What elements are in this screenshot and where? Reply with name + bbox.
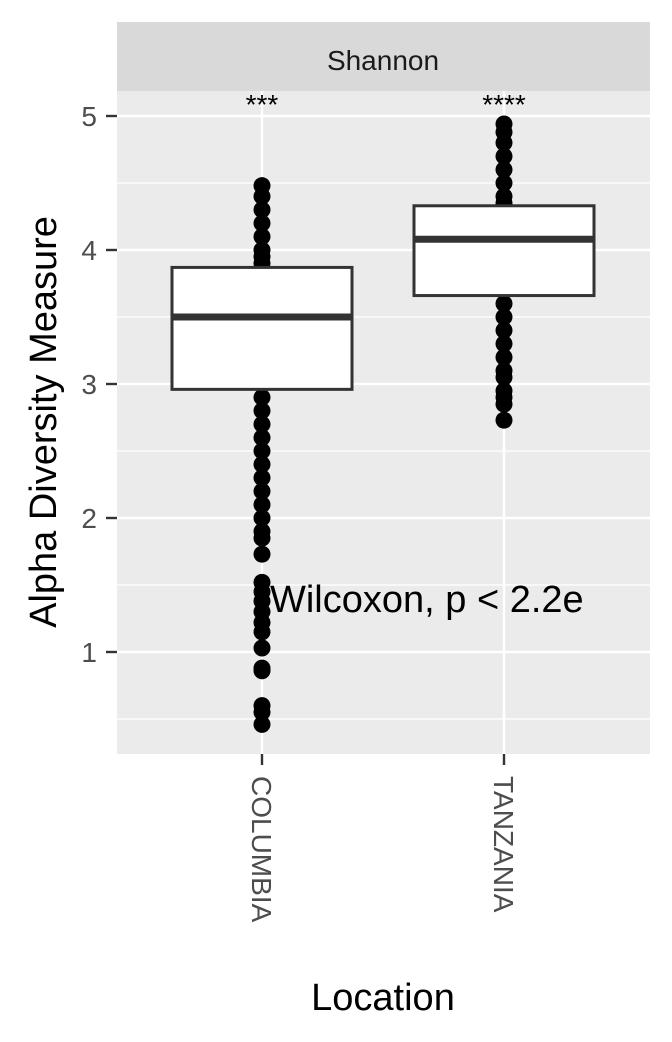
x-axis-title: Location — [311, 977, 455, 1019]
y-tick-label: 4 — [81, 235, 97, 266]
data-point — [495, 321, 513, 339]
data-point — [253, 201, 271, 219]
y-axis-title: Alpha Diversity Measure — [23, 216, 65, 628]
wilcoxon-annotation: Wilcoxon, p < 2.2e — [270, 579, 584, 621]
data-point — [253, 402, 271, 420]
data-point — [253, 545, 271, 563]
data-point — [253, 455, 271, 473]
data-point — [253, 214, 271, 232]
data-point — [495, 134, 513, 152]
data-point — [253, 187, 271, 205]
box-iqr — [412, 204, 596, 298]
facet-strip-label: Shannon — [327, 45, 439, 76]
data-point — [253, 429, 271, 447]
data-point — [253, 388, 271, 406]
data-point — [495, 174, 513, 192]
data-point — [495, 411, 513, 429]
plot-panel — [117, 91, 650, 754]
data-point — [495, 395, 513, 413]
data-point — [495, 368, 513, 386]
facet-strip — [117, 22, 650, 91]
significance-label-columbia: *** — [246, 89, 279, 120]
data-point — [495, 161, 513, 179]
data-point — [253, 469, 271, 487]
box-columbia — [170, 177, 354, 733]
data-point — [253, 703, 271, 721]
y-tick-label: 3 — [81, 369, 97, 400]
data-point — [253, 639, 271, 657]
data-point — [253, 662, 271, 680]
x-tick-label-tanzania: TANZANIA — [488, 776, 519, 913]
data-point — [495, 348, 513, 366]
boxes-layer — [170, 115, 596, 733]
data-point — [253, 509, 271, 527]
data-point — [253, 228, 271, 246]
axes-layer: 1 2 3 4 5 COLUMBIA TANZANIA — [81, 101, 519, 923]
significance-label-tanzania: **** — [482, 89, 526, 120]
y-tick-label: 1 — [81, 637, 97, 668]
y-tick-label: 2 — [81, 503, 97, 534]
data-point — [253, 529, 271, 547]
data-point — [495, 147, 513, 165]
data-point — [253, 623, 271, 641]
y-tick-label: 5 — [81, 101, 97, 132]
box-iqr — [170, 265, 354, 391]
data-point — [253, 415, 271, 433]
data-point — [495, 308, 513, 326]
box-tanzania — [412, 115, 596, 429]
data-point — [495, 335, 513, 353]
data-point — [253, 715, 271, 733]
x-tick-label-columbia: COLUMBIA — [246, 776, 277, 923]
data-point — [253, 442, 271, 460]
data-point — [495, 295, 513, 313]
data-point — [253, 496, 271, 514]
data-point — [253, 482, 271, 500]
